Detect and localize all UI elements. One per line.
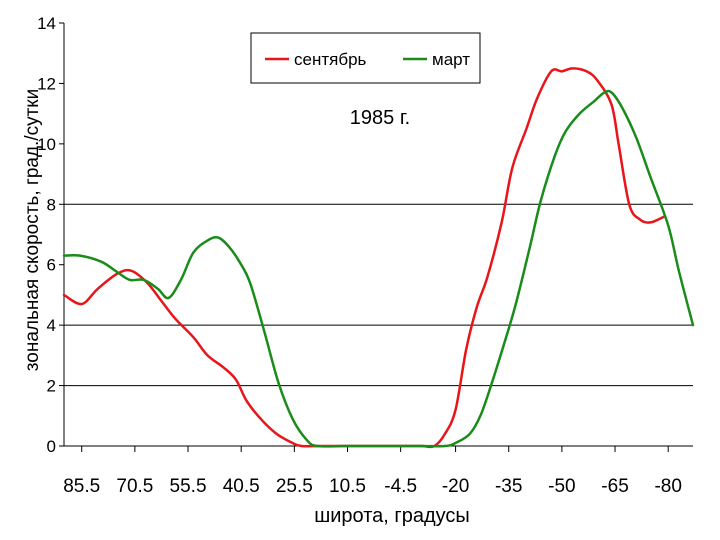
x-tick-label-11: -80: [654, 476, 681, 497]
x-tick-label-10: -65: [601, 476, 628, 497]
legend-label-september: сентябрь: [294, 50, 367, 69]
series-line-1: [62, 89, 695, 448]
y-axis-label: зональная скорость, град./сутки: [22, 89, 43, 371]
y-tick-label-14: 14: [37, 14, 56, 33]
gridlines: [64, 203, 693, 387]
chart-annotation: 1985 г.: [350, 107, 410, 129]
legend-label-march: март: [432, 50, 470, 69]
y-tick-label-4: 4: [47, 316, 56, 335]
plot-area: [64, 23, 693, 446]
x-tick-label-4: 25.5: [276, 476, 313, 497]
legend: сентябрь март: [250, 32, 481, 84]
x-tick-label-8: -35: [495, 476, 522, 497]
y-tick-label-12: 12: [37, 74, 56, 93]
x-tick-label-7: -20: [442, 476, 469, 497]
y-tick-label-6: 6: [47, 256, 56, 275]
x-axis-label: широта, градусы: [314, 505, 470, 527]
x-axis-ticks: 85.5 70.5 55.5 40.5 25.5 10.5 -4.5 -20 -35 -50 -65…: [63, 446, 682, 497]
x-tick-label-3: 40.5: [223, 476, 260, 497]
y-tick-label-10: 10: [37, 135, 56, 154]
x-tick-label-1: 70.5: [116, 476, 153, 497]
y-tick-label-0: 0: [47, 437, 56, 456]
y-axis-ticks: 0 2 4 6 8 10 12 14: [37, 14, 64, 456]
x-tick-label-0: 85.5: [63, 476, 100, 497]
legend-box: [250, 32, 481, 84]
y-tick-label-2: 2: [47, 377, 56, 396]
x-tick-label-6: -4.5: [384, 476, 417, 497]
y-tick-label-8: 8: [47, 195, 56, 214]
x-tick-label-2: 55.5: [170, 476, 207, 497]
series-layer: [62, 67, 695, 449]
x-tick-label-9: -50: [548, 476, 575, 497]
x-tick-label-5: 10.5: [329, 476, 366, 497]
